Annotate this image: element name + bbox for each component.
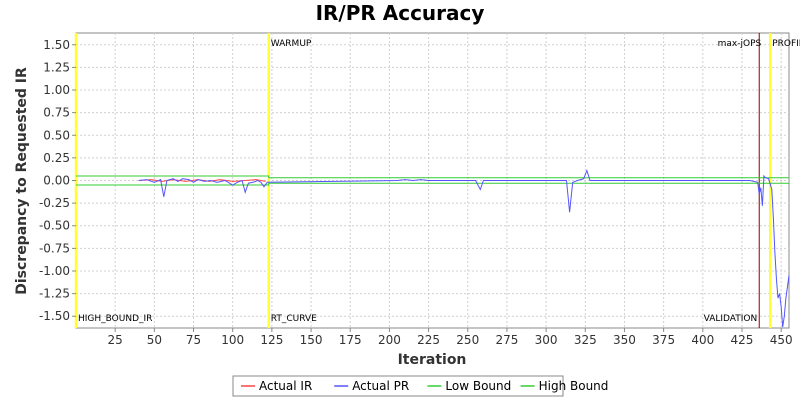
- x-tick-label: 300: [535, 333, 558, 347]
- marker-lines: WARMUP RT_CURVE max-jOPS VALIDATION PROFILE H…: [74, 33, 800, 328]
- marker-bottom-label: RT_CURVE: [271, 314, 317, 324]
- series-line-actual-pr: [138, 168, 790, 328]
- marker-top-label: max-jOPS: [718, 39, 762, 49]
- chart-title: IR/PR Accuracy: [316, 1, 485, 25]
- x-tick-label: 100: [221, 333, 244, 347]
- x-tick-label: 400: [691, 333, 714, 347]
- x-tick-label: 275: [495, 333, 518, 347]
- grid: [76, 33, 789, 328]
- x-tick-label: 375: [652, 333, 675, 347]
- marker-top-label: WARMUP: [271, 39, 312, 49]
- x-tick-label: 250: [456, 333, 479, 347]
- y-tick-label: 0.50: [43, 128, 70, 142]
- y-tick-label: -1.00: [39, 264, 70, 278]
- y-tick-label: -1.25: [39, 287, 70, 301]
- x-tick-label: 150: [300, 333, 323, 347]
- legend-box: [232, 375, 564, 397]
- y-tick-label: -0.50: [39, 219, 70, 233]
- y-tick-label: 1.50: [43, 38, 70, 52]
- y-axis: 1.50 1.25 1.00 0.75 0.50 0.25 0.00 -0.25 -0.50 -0…: [39, 38, 76, 323]
- y-tick-label: 1.00: [43, 83, 70, 97]
- y-tick-label: 0.75: [43, 106, 70, 120]
- legend-label: Actual PR: [352, 379, 409, 393]
- legend-label: Low Bound: [445, 379, 511, 393]
- y-tick-label: -0.25: [39, 196, 70, 210]
- x-tick-label: 450: [770, 333, 793, 347]
- series-group: [76, 168, 790, 328]
- legend-label: Actual IR: [259, 379, 312, 393]
- x-tick-label: 325: [574, 333, 597, 347]
- x-tick-label: 225: [417, 333, 440, 347]
- x-tick-label: 425: [731, 333, 754, 347]
- x-tick-label: 125: [260, 333, 283, 347]
- series-line-high-bound: [76, 175, 789, 179]
- x-axis-label: Iteration: [398, 352, 467, 368]
- series-line-low-bound: [76, 182, 789, 186]
- marker-top-label: PROFILE: [772, 39, 800, 49]
- y-tick-label: 0.25: [43, 151, 70, 165]
- x-tick-label: 50: [147, 333, 162, 347]
- x-tick-label: 175: [339, 333, 362, 347]
- legend: Actual IR Actual PR Low Bound High Bound: [232, 375, 609, 397]
- y-axis-label: Discrepancy to Requested IR: [14, 67, 30, 295]
- series-line-actual-ir: [138, 179, 266, 182]
- y-tick-label: 0.00: [43, 174, 70, 188]
- x-tick-label: 75: [186, 333, 201, 347]
- y-tick-label: -1.50: [39, 309, 70, 323]
- x-axis: 25 50 75 100 125 150 175 200 225 250 275 300 325 350 3…: [108, 328, 793, 347]
- y-tick-label: 1.25: [43, 60, 70, 74]
- y-tick-label: -0.75: [39, 241, 70, 255]
- marker-bottom-label: VALIDATION: [704, 314, 758, 324]
- x-tick-label: 200: [378, 333, 401, 347]
- x-tick-label: 25: [108, 333, 123, 347]
- marker-bottom-label: HIGH_BOUND_IR: [78, 314, 152, 324]
- legend-label: High Bound: [539, 379, 609, 393]
- x-tick-label: 350: [613, 333, 636, 347]
